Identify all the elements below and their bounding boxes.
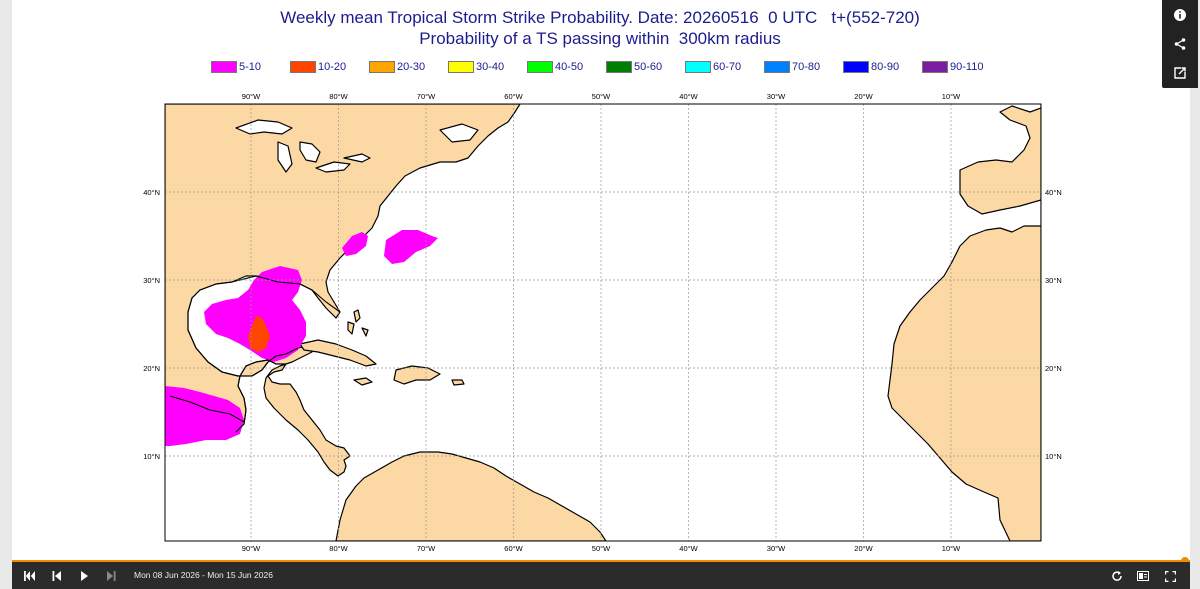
- longitude-label: 40°W: [679, 544, 698, 553]
- step-back-icon[interactable]: [49, 568, 65, 584]
- latitude-label: 40°N: [1045, 188, 1062, 197]
- date-range-label: Mon 08 Jun 2026 - Mon 15 Jun 2026: [134, 570, 273, 580]
- longitude-label: 30°W: [767, 544, 786, 553]
- legend-label: 90-110: [950, 61, 984, 73]
- legend-swatch: [369, 61, 395, 73]
- jamaica-land: [353, 377, 373, 386]
- legend-item: 80-90: [843, 60, 899, 74]
- skip-to-start-icon[interactable]: [22, 568, 38, 584]
- legend-item: 50-60: [606, 60, 662, 74]
- hispaniola-land: [393, 365, 441, 385]
- cuba-land: [299, 339, 377, 367]
- iberia-land: [959, 105, 1041, 215]
- prob-10-20-gulf: [248, 316, 270, 352]
- legend-swatch: [606, 61, 632, 73]
- yucatan-coastline: [235, 359, 286, 433]
- longitude-label: 90°W: [242, 92, 261, 101]
- south-america-land: [335, 451, 607, 541]
- longitude-label: 20°W: [854, 544, 873, 553]
- legend-label: 40-50: [555, 61, 584, 73]
- step-forward-icon[interactable]: [103, 568, 119, 584]
- player-controls: Mon 08 Jun 2026 - Mon 15 Jun 2026: [12, 562, 1190, 589]
- longitude-label: 10°W: [942, 92, 961, 101]
- longitude-label: 50°W: [592, 92, 611, 101]
- latitude-label: 20°N: [1045, 364, 1062, 373]
- legend-swatch: [685, 61, 711, 73]
- legend-swatch: [290, 61, 316, 73]
- legend-label: 50-60: [634, 61, 663, 73]
- prob-5-10-gulf: [204, 266, 306, 362]
- legend-swatch: [211, 61, 237, 73]
- prob-5-10-pacific: [165, 386, 244, 446]
- longitude-label: 60°W: [504, 544, 523, 553]
- legend-item: 60-70: [685, 60, 741, 74]
- legend-label: 20-30: [397, 61, 426, 73]
- gulf-st-lawrence: [439, 123, 479, 143]
- legend-label: 30-40: [476, 61, 505, 73]
- side-toolbar: [1162, 0, 1198, 88]
- puerto-rico-land: [451, 379, 465, 386]
- longitude-label: 80°W: [329, 92, 348, 101]
- prob-5-10-carolina: [342, 232, 368, 256]
- latitude-label: 30°N: [1045, 276, 1062, 285]
- legend-swatch: [843, 61, 869, 73]
- longitude-label: 50°W: [592, 544, 611, 553]
- legend-swatch: [764, 61, 790, 73]
- longitude-label: 70°W: [417, 92, 436, 101]
- legend-item: 30-40: [448, 60, 504, 74]
- legend-item: 40-50: [527, 60, 583, 74]
- legend-item: 5-10: [211, 60, 261, 74]
- legend-item: 90-110: [922, 60, 983, 74]
- legend-swatch: [527, 61, 553, 73]
- longitude-label: 20°W: [854, 92, 873, 101]
- probability-legend: 5-10 10-20 20-30 30-40 40-50 50-60 60-70 70-80 8…: [0, 60, 1200, 76]
- prob-5-10-atlantic: [384, 230, 438, 264]
- legend-item: 10-20: [290, 60, 346, 74]
- longitude-label: 30°W: [767, 92, 786, 101]
- chart-subtitle: Probability of a TS passing within 300km…: [419, 29, 781, 48]
- africa-europe-land: [887, 104, 1041, 541]
- legend-label: 5-10: [239, 61, 262, 73]
- latitude-label: 10°N: [143, 452, 160, 461]
- central-america-border: [169, 395, 245, 423]
- bahamas-land: [347, 309, 369, 337]
- legend-label: 80-90: [871, 61, 900, 73]
- loop-icon[interactable]: [1109, 568, 1125, 584]
- play-icon[interactable]: [76, 568, 92, 584]
- map-frame: [164, 103, 1042, 542]
- longitude-label: 70°W: [417, 544, 436, 553]
- longitude-label: 80°W: [329, 544, 348, 553]
- compare-icon[interactable]: [1135, 568, 1151, 584]
- timeline-progress[interactable]: [12, 560, 1190, 563]
- gulf-coastline: [187, 275, 341, 377]
- longitude-label: 40°W: [679, 92, 698, 101]
- longitude-label: 90°W: [242, 544, 261, 553]
- longitude-label: 10°W: [942, 544, 961, 553]
- export-icon[interactable]: [1162, 58, 1198, 87]
- timeline-handle[interactable]: [1181, 557, 1189, 565]
- longitude-label: 60°W: [504, 92, 523, 101]
- latitude-label: 30°N: [143, 276, 160, 285]
- legend-swatch: [922, 61, 948, 73]
- legend-swatch: [448, 61, 474, 73]
- great-lakes: [235, 119, 371, 173]
- legend-label: 70-80: [792, 61, 821, 73]
- latitude-label: 10°N: [1045, 452, 1062, 461]
- legend-item: 20-30: [369, 60, 425, 74]
- share-icon[interactable]: [1162, 29, 1198, 58]
- legend-label: 60-70: [713, 61, 742, 73]
- chart-title: Weekly mean Tropical Storm Strike Probab…: [280, 8, 920, 27]
- legend-item: 70-80: [764, 60, 820, 74]
- legend-label: 10-20: [318, 61, 347, 73]
- latitude-label: 20°N: [143, 364, 160, 373]
- latitude-label: 40°N: [143, 188, 160, 197]
- info-icon[interactable]: [1162, 0, 1198, 29]
- fullscreen-icon[interactable]: [1162, 568, 1178, 584]
